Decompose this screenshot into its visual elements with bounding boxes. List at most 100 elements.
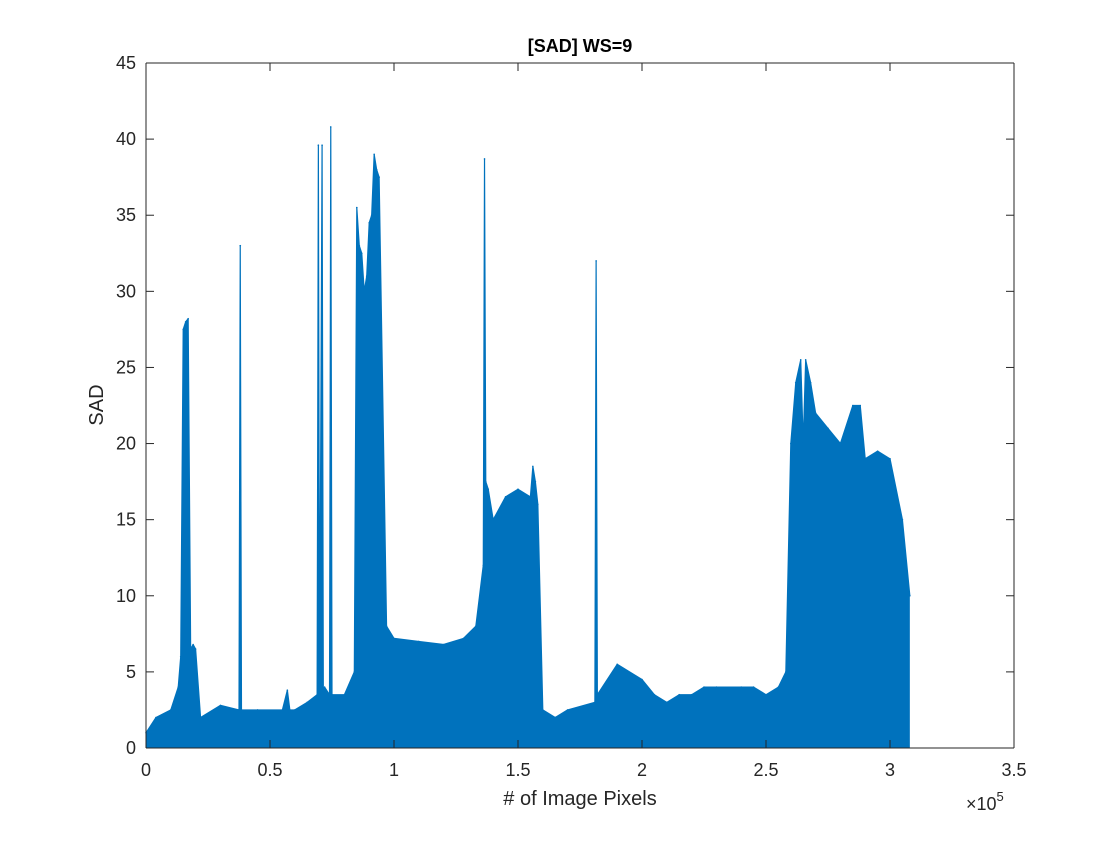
data-point: [864, 457, 866, 460]
data-point: [740, 686, 742, 688]
data-point: [492, 518, 495, 521]
data-point: [363, 290, 366, 293]
data-point: [594, 701, 596, 704]
data-point: [542, 709, 544, 711]
data-point: [418, 640, 420, 643]
data-point: [901, 518, 904, 521]
data-point: [537, 503, 539, 506]
data-point: [329, 126, 332, 128]
x-tick-label: 2.5: [753, 760, 778, 780]
data-point: [239, 244, 242, 247]
data-point: [375, 168, 378, 171]
data-point: [373, 153, 375, 156]
data-point: [194, 648, 197, 650]
data-point: [653, 693, 656, 696]
data-point: [752, 686, 755, 688]
x-tick-label: 0.5: [257, 760, 282, 780]
data-point: [678, 693, 680, 696]
y-tick-label: 10: [116, 586, 136, 606]
data-point: [596, 693, 599, 696]
data-point: [802, 442, 804, 445]
data-point: [462, 637, 465, 640]
data-point: [839, 442, 842, 445]
data-point: [323, 686, 326, 688]
data-point: [370, 214, 373, 217]
data-point: [794, 381, 797, 384]
data-point: [343, 693, 346, 696]
data-point: [484, 480, 487, 483]
x-axis-exponent-label: ×105: [966, 789, 1004, 814]
series-0: [145, 126, 911, 749]
data-point: [192, 643, 194, 646]
data-point: [289, 709, 291, 711]
data-point: [187, 317, 189, 320]
data-point: [641, 678, 643, 681]
data-point: [393, 637, 395, 640]
data-point: [170, 709, 172, 711]
data-point: [616, 663, 618, 666]
data-layer: [145, 126, 911, 749]
data-point: [328, 693, 331, 696]
x-tick-label: 0: [141, 760, 151, 780]
data-point: [177, 686, 180, 688]
data-point: [809, 381, 812, 384]
x-tick-label: 3: [885, 760, 895, 780]
data-point: [294, 709, 296, 711]
data-point: [534, 480, 537, 483]
y-tick-label: 15: [116, 510, 136, 530]
y-tick-label: 35: [116, 205, 136, 225]
data-point: [566, 709, 569, 711]
data-point: [184, 320, 187, 323]
data-point: [322, 693, 325, 696]
data-point: [799, 359, 802, 361]
data-point: [281, 709, 284, 711]
chart-title: [SAD] WS=9: [528, 36, 633, 56]
data-point: [475, 625, 477, 628]
axis-layer: 0 0.5 1 1.5 2 2.5 3 3.5 0 5 10 15 20 25 30 35 40 45: [116, 53, 1027, 780]
data-point: [715, 686, 718, 688]
y-tick-label: 25: [116, 357, 136, 377]
x-tick-label: 3.5: [1001, 760, 1026, 780]
y-axis-label: SAD: [86, 384, 108, 425]
data-point: [331, 693, 333, 696]
data-point: [378, 176, 380, 178]
data-point: [365, 275, 368, 277]
x-tick-label: 1: [389, 760, 399, 780]
data-point: [442, 643, 445, 646]
data-point: [358, 244, 361, 247]
data-point: [353, 671, 356, 673]
x-tick-label: 2: [637, 760, 647, 780]
data-point: [804, 359, 807, 361]
data-point: [785, 671, 787, 673]
data-point: [286, 689, 289, 691]
data-point: [321, 144, 323, 146]
data-point: [317, 144, 320, 146]
data-point: [368, 222, 371, 224]
data-point: [385, 625, 388, 628]
x-tick-label: 1.5: [505, 760, 530, 780]
data-point: [777, 686, 780, 688]
x-axis-label: # of Image Pixels: [503, 788, 656, 810]
data-point: [179, 655, 182, 658]
data-point: [790, 442, 792, 445]
data-point: [482, 564, 485, 567]
data-point: [517, 488, 519, 491]
data-point: [852, 404, 854, 407]
data-point: [703, 686, 705, 688]
data-point: [595, 260, 597, 262]
data-point: [306, 701, 309, 704]
data-point: [487, 488, 490, 491]
data-point: [256, 709, 259, 711]
data-point: [827, 427, 829, 430]
y-tick-label: 5: [126, 662, 136, 682]
data-point: [356, 206, 358, 209]
y-tick-label: 20: [116, 434, 136, 454]
data-point: [859, 404, 862, 407]
x-axis-exponent-power: 5: [997, 789, 1004, 804]
data-point: [219, 704, 222, 707]
data-point: [316, 693, 318, 696]
data-point: [814, 412, 817, 414]
data-point: [876, 450, 879, 452]
data-point: [240, 709, 243, 711]
